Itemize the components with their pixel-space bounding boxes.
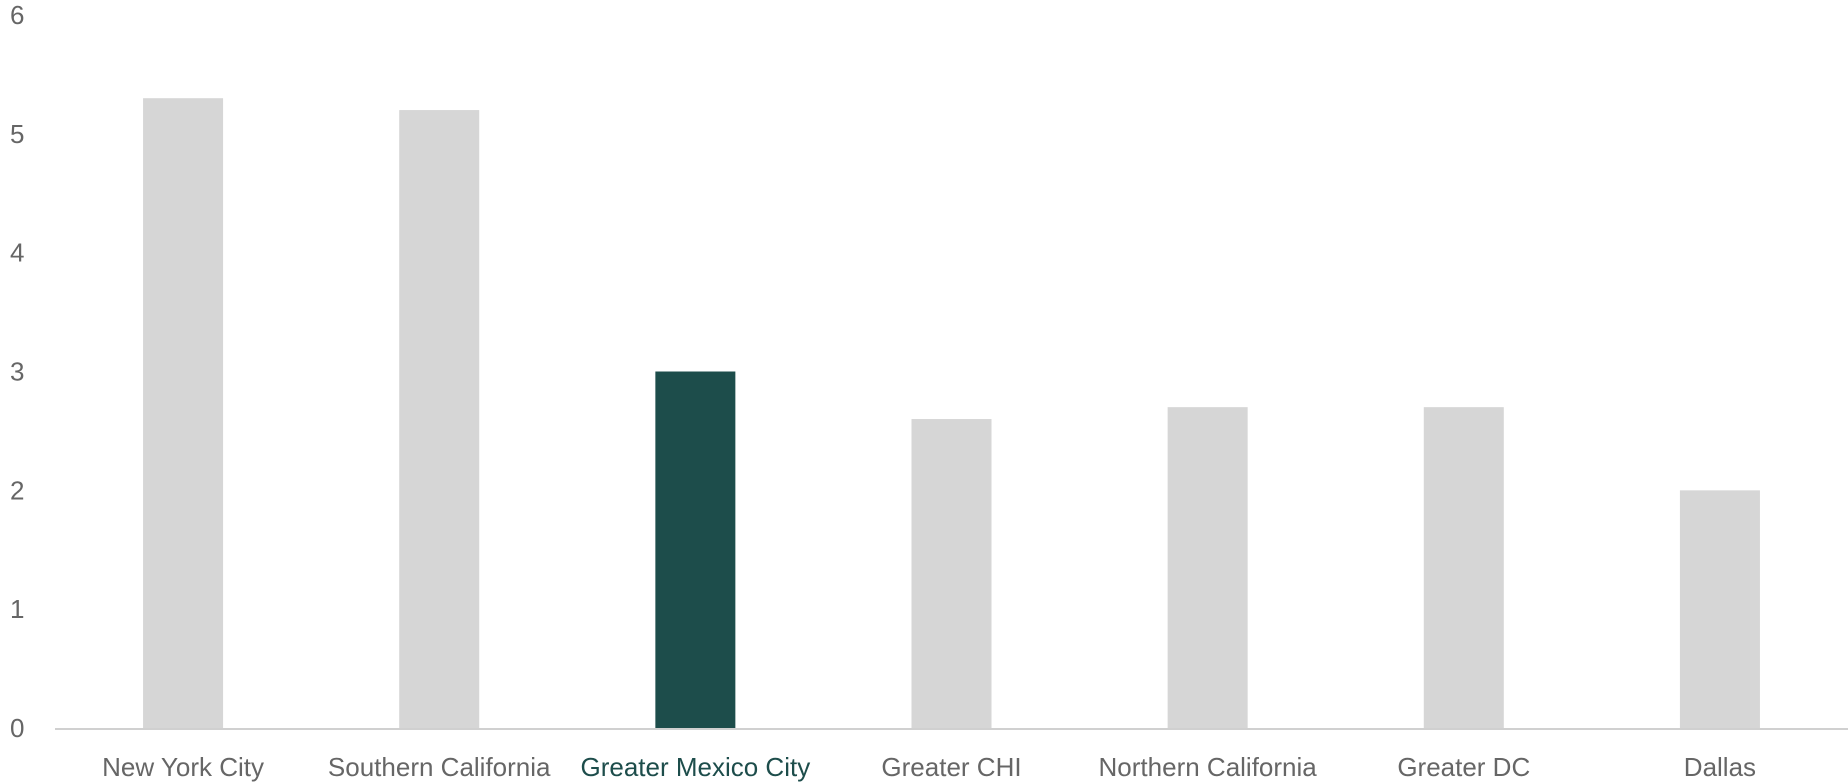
- y-tick-label: 3: [10, 357, 24, 387]
- bar-southern-california: [399, 110, 480, 729]
- y-tick-label: 5: [10, 119, 24, 149]
- x-tick-label: Northern California: [1099, 752, 1318, 782]
- y-tick-label: 2: [10, 475, 24, 505]
- bar-northern-california: [1167, 407, 1248, 728]
- x-tick-label: Greater Mexico City: [580, 752, 810, 782]
- bar-greater-mexico-city: [655, 371, 736, 728]
- x-tick-label: New York City: [102, 752, 264, 782]
- x-tick-label: Greater DC: [1397, 752, 1530, 782]
- x-tick-label: Dallas: [1684, 752, 1756, 782]
- y-tick-label: 1: [10, 594, 24, 624]
- bar-greater-chi: [911, 419, 992, 728]
- x-tick-label: Southern California: [328, 752, 551, 782]
- y-tick-label: 4: [10, 238, 24, 268]
- y-tick-label: 0: [10, 713, 24, 743]
- bar-new-york-city: [143, 98, 224, 728]
- bar-greater-dc: [1423, 407, 1504, 728]
- y-axis-ticks: 0 1 2 3 4 5 6: [10, 0, 24, 743]
- bar-dallas: [1679, 490, 1760, 728]
- y-tick-label: 6: [10, 0, 24, 30]
- x-tick-label: Greater CHI: [881, 752, 1021, 782]
- bars: [143, 98, 1760, 729]
- x-axis-labels: New York City Southern California Greater …: [102, 752, 1756, 782]
